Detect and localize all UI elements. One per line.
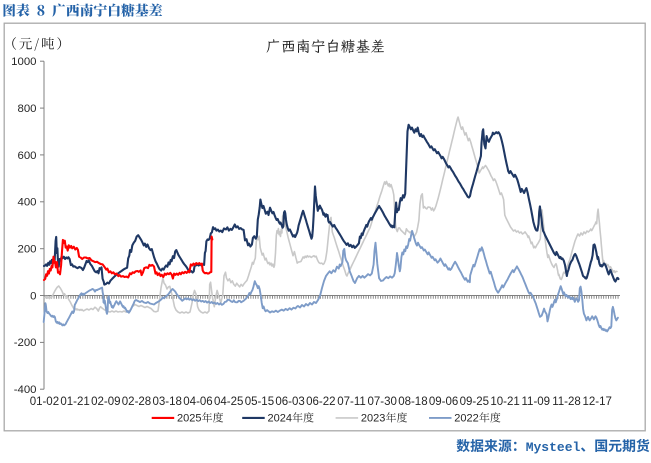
svg-text:800: 800 bbox=[17, 103, 36, 115]
svg-text:02-09: 02-09 bbox=[91, 396, 120, 408]
svg-text:01-02: 01-02 bbox=[30, 396, 59, 408]
svg-text:600: 600 bbox=[17, 150, 36, 162]
svg-text:200: 200 bbox=[17, 244, 36, 256]
svg-text:2022: 2022 bbox=[454, 413, 478, 425]
svg-text:2023: 2023 bbox=[361, 413, 385, 425]
svg-text:11-09: 11-09 bbox=[522, 396, 551, 408]
svg-text:2024: 2024 bbox=[268, 413, 292, 425]
svg-text:09-25: 09-25 bbox=[460, 396, 489, 408]
svg-text:400: 400 bbox=[17, 197, 36, 209]
svg-text:03-18: 03-18 bbox=[152, 396, 181, 408]
svg-text:04-06: 04-06 bbox=[183, 396, 212, 408]
svg-text:08-18: 08-18 bbox=[398, 396, 427, 408]
svg-text:06-22: 06-22 bbox=[306, 396, 335, 408]
svg-text:-400: -400 bbox=[14, 384, 37, 396]
svg-text:02-28: 02-28 bbox=[122, 396, 151, 408]
svg-text:2025: 2025 bbox=[177, 413, 201, 425]
svg-text:05-15: 05-15 bbox=[245, 396, 274, 408]
svg-text:0: 0 bbox=[30, 290, 36, 302]
svg-text:09-06: 09-06 bbox=[429, 396, 458, 408]
svg-text:06-03: 06-03 bbox=[275, 396, 304, 408]
svg-text:Mysteel: Mysteel bbox=[526, 440, 581, 455]
svg-text:12-17: 12-17 bbox=[582, 396, 611, 408]
svg-text:-200: -200 bbox=[14, 337, 37, 349]
svg-text:04-25: 04-25 bbox=[214, 396, 243, 408]
svg-text:1000: 1000 bbox=[11, 56, 36, 68]
svg-text:07-11: 07-11 bbox=[337, 396, 366, 408]
svg-text:11-28: 11-28 bbox=[552, 396, 581, 408]
svg-text:01-21: 01-21 bbox=[60, 396, 89, 408]
svg-text:07-30: 07-30 bbox=[367, 396, 396, 408]
svg-text:10-21: 10-21 bbox=[490, 396, 519, 408]
